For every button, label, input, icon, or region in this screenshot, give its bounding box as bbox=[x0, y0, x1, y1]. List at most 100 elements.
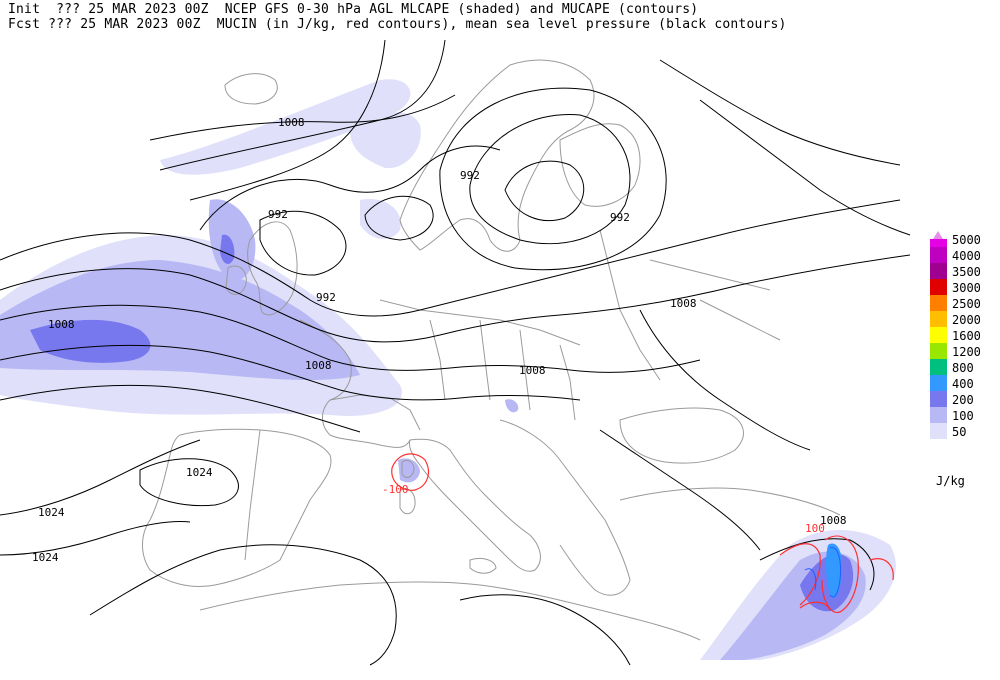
coast-scandinavia bbox=[399, 59, 595, 252]
legend-label: 5000 bbox=[952, 233, 981, 247]
isobar-label-1008-atlantic: 1008 bbox=[48, 318, 75, 331]
cape-shade-levant-400 bbox=[825, 543, 842, 599]
legend-swatch-5000 bbox=[930, 239, 947, 247]
legend-row-3500: 3500 bbox=[930, 263, 1000, 279]
isobar-992-uk-low bbox=[259, 210, 347, 276]
isobar-label-1008-france: 1008 bbox=[305, 359, 332, 372]
isobar-992-ring bbox=[199, 145, 501, 231]
mucape-levant-b bbox=[804, 568, 817, 591]
isobar-label-1024-sw: 1024 bbox=[32, 551, 59, 564]
legend-swatch-1600 bbox=[930, 327, 947, 343]
coast-british-isles bbox=[247, 221, 298, 316]
cape-shading bbox=[0, 79, 896, 660]
border-iberia bbox=[244, 429, 261, 561]
legend-label: 2500 bbox=[952, 297, 981, 311]
cape-shade-uk-100 bbox=[208, 199, 256, 281]
coast-corsica bbox=[401, 459, 415, 478]
isobar-label-992-north-sea: 992 bbox=[316, 291, 336, 304]
cape-shade-norway-50 bbox=[350, 112, 421, 169]
legend-row-2500: 2500 bbox=[930, 295, 1000, 311]
legend-label: 200 bbox=[952, 393, 974, 407]
isobar-label-992-baltic: 992 bbox=[610, 211, 630, 224]
coast-north-africa bbox=[199, 581, 701, 641]
isobar-label-1008-east: 1008 bbox=[670, 297, 697, 310]
isobar-1008-north bbox=[149, 94, 456, 141]
legend-label: 50 bbox=[952, 425, 967, 439]
isobar-label-992-norway: 992 bbox=[460, 169, 480, 182]
coast-turkey bbox=[619, 487, 841, 516]
cape-shade-atlantic-200 bbox=[30, 319, 151, 363]
isobars bbox=[0, 39, 911, 666]
cape-shade-uk-200 bbox=[220, 234, 235, 264]
mucin-label-corsica: -100 bbox=[382, 483, 409, 496]
isobar-992-norway-low bbox=[364, 195, 434, 241]
legend-swatch-1200 bbox=[930, 343, 947, 359]
coast-ireland bbox=[225, 265, 247, 295]
isobar-levant bbox=[759, 538, 875, 591]
color-legend: 5000 4000 3500 3000 2500 2000 1600 1200 … bbox=[930, 231, 1000, 439]
cape-shade-greenland-50 bbox=[160, 79, 411, 175]
mucin-contours bbox=[391, 453, 894, 613]
border-eastern-europe bbox=[599, 229, 781, 381]
coast-sardinia bbox=[399, 488, 416, 515]
isobar-label-1008-levant: 1008 bbox=[820, 514, 847, 527]
isobar-label-1024-west: 1024 bbox=[38, 506, 65, 519]
legend-swatch-200 bbox=[930, 391, 947, 407]
isobar-balkan bbox=[599, 429, 761, 551]
header-line-2: Fcst ??? 25 MAR 2023 00Z MUCIN (in J/kg,… bbox=[8, 17, 787, 32]
legend-label: 3000 bbox=[952, 281, 981, 295]
mucape-label-levant: 100 bbox=[805, 522, 825, 535]
isobar-baltic-ring2 bbox=[469, 113, 631, 245]
legend-label: 1200 bbox=[952, 345, 981, 359]
coast-iceland bbox=[224, 73, 278, 105]
legend-label: 400 bbox=[952, 377, 974, 391]
legend-row-1200: 1200 bbox=[930, 343, 1000, 359]
isobar-1024-sw bbox=[0, 521, 191, 556]
coast-balkans bbox=[499, 419, 631, 596]
isobar-1008-east bbox=[639, 309, 811, 451]
legend-label: 100 bbox=[952, 409, 974, 423]
isobar-atl4 bbox=[0, 344, 581, 401]
mucin-corsica bbox=[391, 453, 429, 491]
coast-europe-west bbox=[299, 319, 411, 448]
coast-black-sea bbox=[619, 407, 744, 464]
cape-shade-adriatic-50 bbox=[505, 399, 519, 413]
isobar-label-1008-north: 1008 bbox=[278, 116, 305, 129]
coast-iberia bbox=[142, 428, 332, 588]
mucape-levant-a bbox=[829, 547, 841, 598]
isobar-mid2 bbox=[0, 254, 911, 343]
legend-row-5000: 5000 bbox=[930, 231, 1000, 247]
legend-row-1600: 1600 bbox=[930, 327, 1000, 343]
mucin-levant-a bbox=[779, 543, 821, 606]
legend-row-50: 50 bbox=[930, 423, 1000, 439]
isobar-n1 bbox=[159, 39, 446, 171]
mucin-levant-c bbox=[869, 558, 894, 581]
legend-label: 3500 bbox=[952, 265, 981, 279]
legend-row-3000: 3000 bbox=[930, 279, 1000, 295]
legend-swatch-800 bbox=[930, 359, 947, 375]
legend-label: 800 bbox=[952, 361, 974, 375]
legend-row-4000: 4000 bbox=[930, 247, 1000, 263]
isobar-n2 bbox=[189, 39, 386, 201]
isobar-east-upper2 bbox=[659, 59, 901, 166]
legend-units: J/kg bbox=[936, 474, 965, 488]
isobar-south1 bbox=[89, 544, 397, 666]
legend-row-200: 200 bbox=[930, 391, 1000, 407]
legend-swatch-3000 bbox=[930, 279, 947, 295]
legend-swatch-400 bbox=[930, 375, 947, 391]
isobar-label-1008-central: 1008 bbox=[519, 364, 546, 377]
isobar-mid1 bbox=[0, 199, 901, 317]
legend-row-2000: 2000 bbox=[930, 311, 1000, 327]
isobar-label-1024-iberia: 1024 bbox=[186, 466, 213, 479]
legend-label: 1600 bbox=[952, 329, 981, 343]
isobar-1008-atl bbox=[0, 304, 701, 373]
isobar-south2 bbox=[459, 594, 631, 666]
legend-swatch-2500 bbox=[930, 295, 947, 311]
mucin-levant-d bbox=[799, 601, 831, 611]
isobar-baltic-ring3 bbox=[439, 87, 667, 271]
legend-swatch-3500 bbox=[930, 263, 947, 279]
legend-row-800: 800 bbox=[930, 359, 1000, 375]
legend-row-100: 100 bbox=[930, 407, 1000, 423]
legend-swatch-4000 bbox=[930, 247, 947, 263]
